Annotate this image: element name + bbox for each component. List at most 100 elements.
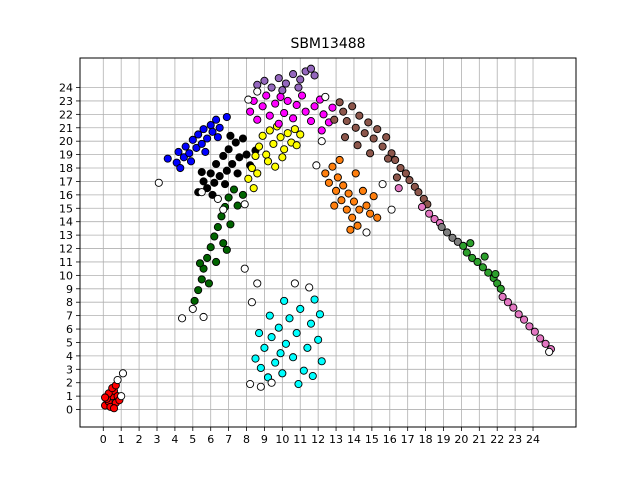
data-point [197, 188, 206, 197]
data-point [312, 161, 321, 170]
data-point [478, 263, 487, 272]
data-point [253, 279, 262, 288]
data-point [335, 155, 344, 165]
data-point [274, 74, 283, 83]
data-point [280, 108, 289, 118]
data-point [514, 310, 523, 319]
grid [80, 58, 576, 427]
data-point [299, 366, 308, 375]
data-point [185, 149, 194, 158]
x-tick-label: 20 [454, 433, 468, 446]
data-point [303, 343, 312, 352]
data-point [265, 126, 274, 135]
series-10 [459, 239, 505, 293]
data-point [496, 284, 505, 293]
x-tick-label: 12 [311, 433, 325, 446]
x-tick-label: 2 [136, 433, 143, 446]
series-4 [246, 91, 337, 135]
y-tick-label: 12 [59, 243, 73, 256]
x-tick-label: 21 [472, 433, 486, 446]
data-point [394, 184, 403, 193]
data-point [206, 169, 215, 178]
data-point [253, 87, 262, 96]
data-point [117, 392, 126, 401]
data-point [443, 228, 452, 237]
data-point [360, 129, 369, 138]
data-point [362, 201, 371, 210]
data-point [425, 209, 434, 218]
data-point [253, 169, 262, 178]
data-point [353, 141, 362, 150]
data-point [256, 363, 265, 373]
data-point [210, 178, 219, 187]
data-point [355, 111, 364, 120]
data-point [530, 327, 539, 336]
data-point [208, 190, 217, 199]
data-point [215, 123, 224, 132]
data-point [197, 275, 206, 284]
data-point [222, 245, 231, 254]
x-tick-label: 5 [189, 433, 196, 446]
data-point [353, 221, 362, 230]
data-point [267, 333, 276, 342]
data-point [174, 147, 183, 156]
data-point [210, 232, 219, 241]
data-point [387, 205, 396, 214]
data-point [269, 139, 278, 148]
x-tick-label: 9 [261, 433, 268, 446]
data-point [220, 180, 230, 189]
data-point [208, 127, 217, 136]
data-point [283, 129, 292, 138]
data-point [330, 115, 339, 124]
y-tick-label: 16 [59, 189, 73, 202]
data-point [280, 296, 289, 305]
x-tick-label: 4 [171, 433, 178, 446]
data-point [233, 169, 242, 178]
data-point [294, 380, 303, 389]
data-point [246, 107, 255, 116]
data-point [301, 107, 310, 116]
y-tick-label: 6 [66, 323, 73, 336]
data-point [437, 223, 446, 232]
data-point [321, 92, 330, 101]
series-9 [437, 223, 462, 246]
data-point [274, 323, 283, 332]
x-tick-label: 3 [153, 433, 160, 446]
data-point [462, 248, 471, 257]
data-point [332, 186, 341, 195]
data-point [255, 142, 264, 151]
data-point [176, 163, 185, 173]
x-tick-label: 18 [419, 433, 433, 446]
data-point [296, 75, 305, 84]
data-point [335, 98, 344, 107]
data-point [306, 64, 316, 73]
data-point [251, 354, 260, 363]
data-point [315, 310, 324, 319]
data-point [317, 137, 326, 146]
data-point [274, 119, 283, 128]
data-point [448, 233, 457, 242]
data-point [355, 205, 364, 214]
data-point [212, 159, 221, 169]
data-point [203, 134, 212, 143]
y-tick-label: 5 [66, 336, 73, 349]
data-point [358, 186, 367, 195]
data-point [453, 237, 462, 246]
series-6 [330, 98, 432, 209]
data-point [276, 133, 285, 142]
x-tick-label: 19 [436, 433, 450, 446]
data-point [199, 177, 208, 186]
data-point [240, 200, 249, 209]
data-point [226, 131, 235, 140]
data-point [473, 257, 482, 267]
data-point [271, 358, 280, 367]
data-point [321, 169, 330, 178]
data-point [231, 138, 240, 147]
data-point [328, 103, 337, 112]
data-point [181, 142, 190, 151]
data-point [194, 286, 203, 295]
data-point [369, 192, 378, 201]
data-point [228, 159, 237, 169]
x-tick-label: 1 [118, 433, 125, 446]
